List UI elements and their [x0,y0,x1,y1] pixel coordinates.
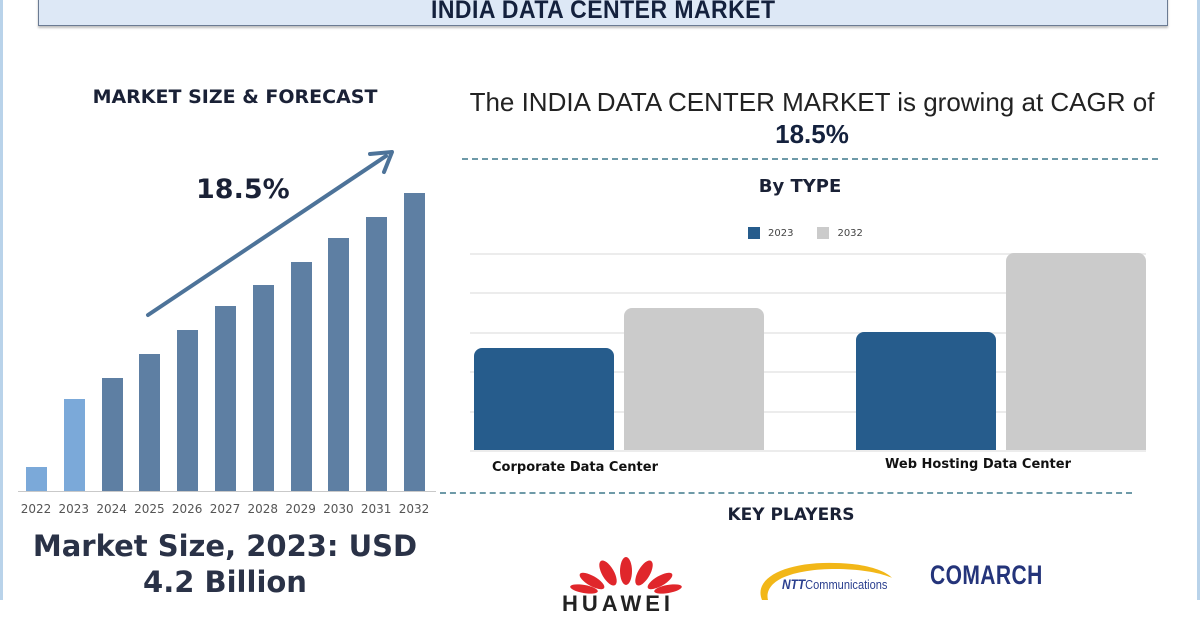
bar-2032-0 [624,308,764,450]
cagr-annotation: 18.5% [196,174,290,205]
gridline [470,410,1146,413]
bar-2027 [215,306,236,491]
ntt-swoosh-icon [760,562,892,600]
bar-2023 [63,398,85,491]
ntt-bold-text: NTT [782,576,806,592]
legend-item-2023: 2023 [748,227,793,239]
x-tick-label: 2022 [20,502,52,516]
x-tick-label: 2027 [209,502,241,516]
section-divider [462,158,1158,160]
ntt-wordmark: NTTCommunications [782,576,887,592]
legend-item-2032: 2032 [817,227,863,239]
x-tick-label: 2028 [247,502,279,516]
ntt-rest-text: Communications [805,577,888,592]
market-size-line1: Market Size, 2023: USD [32,529,418,563]
title-banner: INDIA DATA CENTER MARKET [38,0,1168,26]
x-tick-label: 2026 [171,502,203,516]
bar-2029 [290,261,312,491]
huawei-logo: HUAWEI [556,555,696,616]
ntt-communications-logo: NTTCommunications [752,556,902,600]
x-tick-label: 2029 [285,502,316,516]
bar-2025 [139,354,161,491]
huawei-petals-icon [570,557,682,594]
legend-label: 2023 [768,227,794,239]
market-size-forecast-title: MARKET SIZE & FORECAST [92,86,378,108]
chart-legend: 2023 2032 [748,227,879,239]
x-axis-labels: 2022 2023 2024 2025 2026 2027 2028 2029 2030 2031… [18,502,438,518]
by-type-bar-chart [470,253,1146,452]
legend-label: 2032 [837,227,863,239]
category-label-web-hosting: Web Hosting Data Center [885,457,1071,472]
bar-2023-0 [474,347,614,450]
bar-2030 [328,237,350,491]
cagr-headline: The INDIA DATA CENTER MARKET is growing … [462,86,1162,150]
bar-2032-1 [1006,253,1146,450]
x-tick-label: 2030 [323,502,354,516]
growth-arrow-icon [146,150,394,317]
right-frame-border [1197,0,1200,600]
bar-2026 [177,330,199,491]
category-label-corporate: Corporate Data Center [492,460,658,475]
gridline [470,331,1146,334]
gridline [470,371,1146,374]
headline-text: The INDIA DATA CENTER MARKET is growing … [469,87,1155,117]
gridline [470,253,1146,255]
x-axis-line [18,491,436,492]
legend-swatch [817,227,830,239]
huawei-wordmark: HUAWEI [562,591,674,616]
market-size-summary: Market Size, 2023: USD 4.2 Billion [0,528,450,600]
page-title: INDIA DATA CENTER MARKET [430,0,776,24]
bar-2022 [26,467,47,491]
bar-2031 [366,216,388,491]
market-forecast-bar-chart [18,150,438,492]
key-players-title: KEY PLAYERS [727,505,855,525]
x-tick-label: 2031 [360,502,392,516]
section-divider [440,492,1132,494]
gridline [470,450,1146,452]
bar-2024 [101,377,123,491]
bar-2032 [404,193,425,491]
x-tick-label: 2032 [398,502,430,516]
x-tick-label: 2024 [96,502,127,516]
headline-cagr-value: 18.5% [775,119,849,149]
comarch-logo: COMARCH [930,560,1043,590]
x-tick-label: 2025 [134,502,165,516]
bar-2028 [252,285,274,491]
legend-swatch [748,227,760,239]
x-tick-label: 2023 [58,502,90,516]
market-size-line2: 4.2 Billion [143,565,307,599]
bar-2023-1 [856,331,996,450]
gridline [470,292,1146,295]
by-type-title: By TYPE [758,176,842,197]
left-frame-border [0,0,3,600]
